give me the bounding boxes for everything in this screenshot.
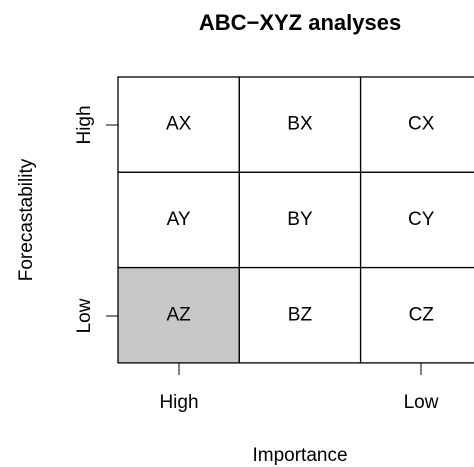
y-tick-label: Low bbox=[74, 298, 95, 333]
grid: AX BX CX AY BY CY AZ BZ CZ bbox=[117, 76, 474, 364]
cell bbox=[359, 171, 474, 269]
cell-label: BX bbox=[287, 114, 313, 135]
cell-label: BY bbox=[287, 209, 313, 230]
y-tick-label: High bbox=[74, 105, 95, 144]
y-axis-label: Forecastability bbox=[16, 158, 37, 281]
cell bbox=[238, 266, 362, 364]
x-tick-label: High bbox=[159, 392, 198, 413]
cell-label: CX bbox=[408, 114, 435, 135]
cell-label: CY bbox=[408, 209, 435, 230]
x-axis-label: Importance bbox=[252, 445, 347, 466]
cell bbox=[117, 76, 240, 173]
x-tick-label: Low bbox=[404, 392, 439, 413]
cell-label: CZ bbox=[409, 304, 435, 325]
cell bbox=[117, 266, 240, 364]
cell-label: AZ bbox=[167, 304, 192, 325]
cell-label: BZ bbox=[288, 304, 313, 325]
cell-label: AY bbox=[167, 209, 191, 230]
cell-label: AX bbox=[166, 114, 192, 135]
title: ABC−XYZ analyses bbox=[199, 10, 401, 35]
cell bbox=[359, 266, 474, 364]
